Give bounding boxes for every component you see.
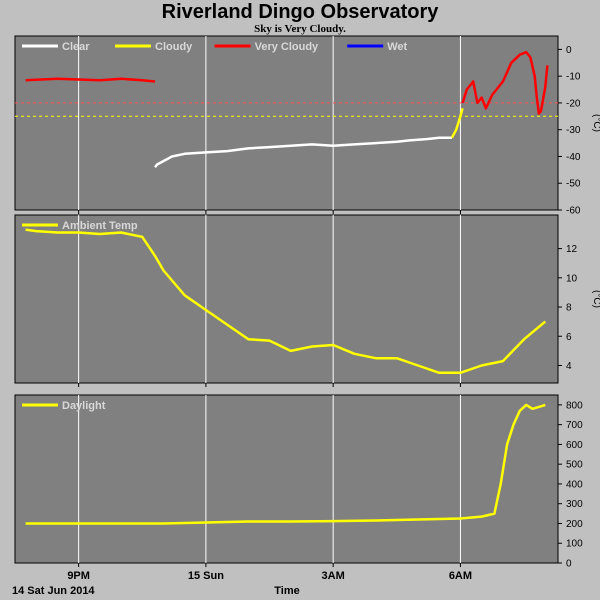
panel-3-y-tick-label: 700	[566, 420, 583, 431]
panel-1-legend-label: Cloudy	[155, 41, 193, 53]
panel-1-legend-label: Very Cloudy	[255, 41, 319, 53]
x-tick-label: 6AM	[449, 570, 472, 582]
x-tick-label: 15 Sun	[188, 570, 224, 582]
panel-1-y-tick-label: 0	[566, 45, 572, 56]
panel-2-y-tick-label: 8	[566, 303, 572, 314]
panel-1-y-tick-label: -40	[566, 152, 581, 163]
panel-1-legend-label: Clear	[62, 41, 90, 53]
panel-2-series-ambient-temp-0	[25, 228, 547, 375]
panel-1-legend-label: Wet	[387, 41, 407, 53]
panel-3-legend-label: Daylight	[62, 400, 106, 412]
panel-1-y-tick-label: -20	[566, 98, 581, 109]
x-axis-label: Time	[274, 585, 299, 597]
x-tick-label: 9PM	[67, 570, 90, 582]
panel-1-series-clear-1	[154, 136, 452, 168]
panel-2-y-tick-label: 12	[566, 244, 578, 255]
panel-1-series-cloudy-2	[450, 107, 464, 139]
panel-2-y-axis-label: (°C)	[591, 290, 600, 308]
panel-1-y-tick-label: -50	[566, 179, 581, 190]
panel-3-y-tick-label: 800	[566, 400, 583, 411]
panel-1-y-tick-label: -10	[566, 72, 581, 83]
panel-2-y-tick-label: 6	[566, 332, 572, 343]
panel-2-y-tick-label: 4	[566, 361, 572, 372]
x-tick-label: 3AM	[322, 570, 345, 582]
panel-2-legend-label: Ambient Temp	[62, 220, 138, 232]
panel-3-y-tick-label: 300	[566, 499, 583, 510]
panel-3-y-tick-label: 100	[566, 539, 583, 550]
panel-1-y-tick-label: -30	[566, 125, 581, 136]
page-title: Riverland Dingo Observatory	[161, 1, 439, 23]
panel-1-y-axis-label: (°C)	[591, 114, 600, 132]
panel-3-y-tick-label: 400	[566, 479, 583, 490]
panel-3-y-tick-label: 200	[566, 519, 583, 530]
panel-2-y-tick-label: 10	[566, 273, 578, 284]
panel-1-series-very-cloudy-3	[461, 50, 549, 115]
panel-3-series-daylight-0	[25, 403, 546, 525]
panel-3-plot-area	[14, 394, 559, 564]
panel-3-y-tick-label: 0	[566, 559, 572, 570]
panel-1-plot-area	[14, 35, 559, 211]
date-label: 14 Sat Jun 2014	[12, 585, 95, 597]
panel-2-plot-area	[14, 214, 559, 384]
panel-3-y-tick-label: 600	[566, 440, 583, 451]
panel-3-y-tick-label: 500	[566, 460, 583, 471]
sky-status-subtitle: Sky is Very Cloudy.	[254, 23, 346, 35]
panel-1-y-tick-label: -60	[566, 206, 581, 217]
panel-1-series-very-cloudy-0	[25, 77, 156, 83]
